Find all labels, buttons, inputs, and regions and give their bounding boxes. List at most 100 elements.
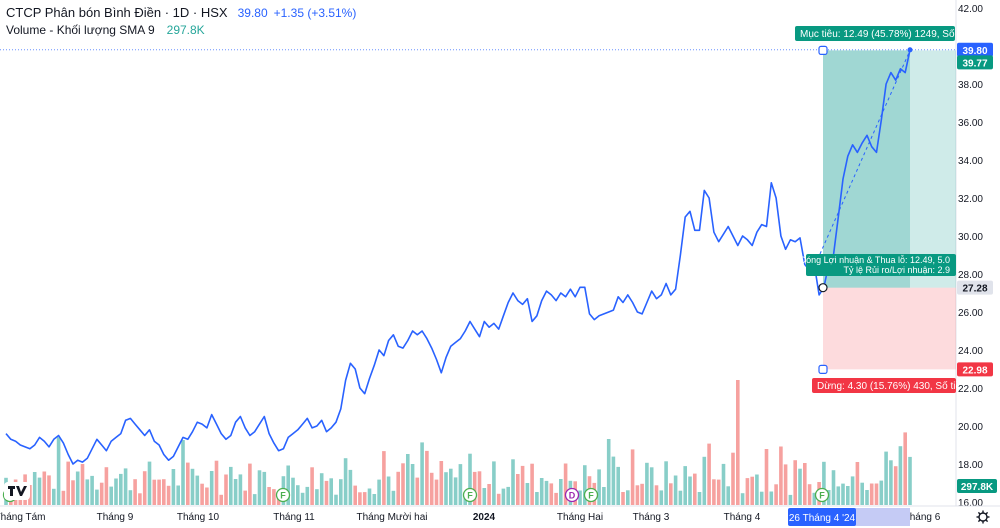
volume-bar <box>166 485 171 505</box>
volume-bar <box>190 468 195 505</box>
volume-bar <box>429 472 434 505</box>
event-marker-label: F <box>588 491 594 501</box>
volume-bar <box>243 490 247 505</box>
volume-bar <box>195 475 200 505</box>
volume-bar <box>171 469 176 505</box>
volume-bar <box>353 485 357 505</box>
volume-bar <box>783 464 788 505</box>
volume-bar <box>123 468 128 505</box>
event-marker-financial <box>462 487 478 503</box>
volume-bar <box>305 486 310 505</box>
volume-bar <box>56 437 61 505</box>
price-line <box>5 49 911 465</box>
volume-bar <box>731 452 735 505</box>
position-path-line <box>819 50 911 255</box>
volume-bar <box>726 486 730 505</box>
volume-bar <box>401 463 405 505</box>
volume-bar <box>702 456 707 505</box>
volume-bar <box>348 469 353 505</box>
volume-bar <box>611 456 616 505</box>
volume-bar <box>822 461 826 505</box>
time-axis <box>0 506 1000 528</box>
volume-bar <box>477 471 482 505</box>
volume-bar <box>133 479 137 505</box>
volume-tag-bg <box>957 479 997 493</box>
target-price-tag-bg <box>957 55 993 70</box>
volume-bar <box>793 460 797 505</box>
stop-price-tag-bg <box>957 362 993 377</box>
volume-bar <box>530 463 534 505</box>
volume-bar <box>511 459 515 505</box>
loss-zone <box>823 287 956 370</box>
last-price-tag: 39.80 <box>962 46 987 57</box>
volume-bar <box>640 483 644 505</box>
volume-bar <box>798 468 802 505</box>
volume-bar <box>496 493 501 505</box>
volume-bar <box>535 492 539 505</box>
volume-bar <box>42 471 47 505</box>
volume-bar <box>262 471 267 505</box>
volume-bar <box>324 480 329 505</box>
volume-bar <box>788 494 793 505</box>
volume-bar <box>329 478 333 505</box>
volume-bar <box>71 480 75 505</box>
volume-bar <box>410 464 415 505</box>
volume-bar <box>659 490 664 505</box>
volume-bar <box>157 479 161 505</box>
volume-bar <box>520 465 525 505</box>
volume-bar <box>52 488 56 505</box>
rr-label: Tỷ lệ Rủi ro/Lợi nhuận: 2.9 <box>844 265 950 275</box>
volume-bar <box>444 472 448 505</box>
volume-bar <box>267 487 271 505</box>
volume-indicator-label[interactable]: Volume - Khối lượng SMA 9 <box>6 23 155 37</box>
volume-bar <box>104 467 109 505</box>
settings-gear-tooth <box>977 511 981 515</box>
tradingview-logo <box>4 482 30 500</box>
volume-bar <box>807 484 812 505</box>
volume-bar <box>372 494 377 505</box>
volume-bar <box>233 479 238 505</box>
settings-gear-tooth <box>985 519 989 523</box>
volume-bar <box>908 456 912 505</box>
volume-bar <box>764 449 769 505</box>
volume-bar <box>80 464 85 505</box>
volume-bar <box>138 493 142 505</box>
x-tick-label: Tháng 6 <box>904 512 941 523</box>
volume-bar <box>583 465 587 505</box>
volume-bar <box>697 492 702 505</box>
y-tick-label: 28.00 <box>958 270 983 281</box>
volume-bar <box>654 485 659 505</box>
volume-bar <box>315 489 319 505</box>
volume-bar <box>362 492 367 505</box>
volume-bar <box>109 486 113 505</box>
volume-bar <box>841 483 845 505</box>
volume-bar <box>549 483 554 505</box>
volume-bar <box>544 480 549 505</box>
y-tick-label: 26.00 <box>958 308 983 319</box>
volume-bar <box>855 462 860 505</box>
volume-bar <box>630 449 635 505</box>
volume-bar <box>889 460 893 505</box>
volume-bar <box>95 489 99 505</box>
volume-bar <box>506 486 510 505</box>
volume-bar <box>850 476 855 505</box>
symbol-title[interactable]: CTCP Phân bón Bình Điền · 1D · HSX <box>6 5 228 20</box>
volume-bar <box>669 483 673 505</box>
tradingview-icon <box>8 486 27 496</box>
event-marker-dividend <box>564 487 580 503</box>
volume-bar <box>434 479 439 505</box>
volume-bar <box>458 464 463 505</box>
volume-bar <box>90 475 94 505</box>
volume-bar <box>779 446 783 505</box>
volume-bar <box>525 483 530 505</box>
stop-label-bg <box>812 378 956 393</box>
volume-bar <box>415 477 420 505</box>
volume-bar <box>860 482 864 505</box>
stop-label: Dừng: 4.30 (15.76%) 430, Số tiền: 7 <box>817 380 978 392</box>
profit-zone-filled <box>823 50 910 288</box>
entry-price-tag: 27.28 <box>962 284 987 295</box>
volume-bar <box>114 478 118 505</box>
volume-bar <box>37 477 42 505</box>
